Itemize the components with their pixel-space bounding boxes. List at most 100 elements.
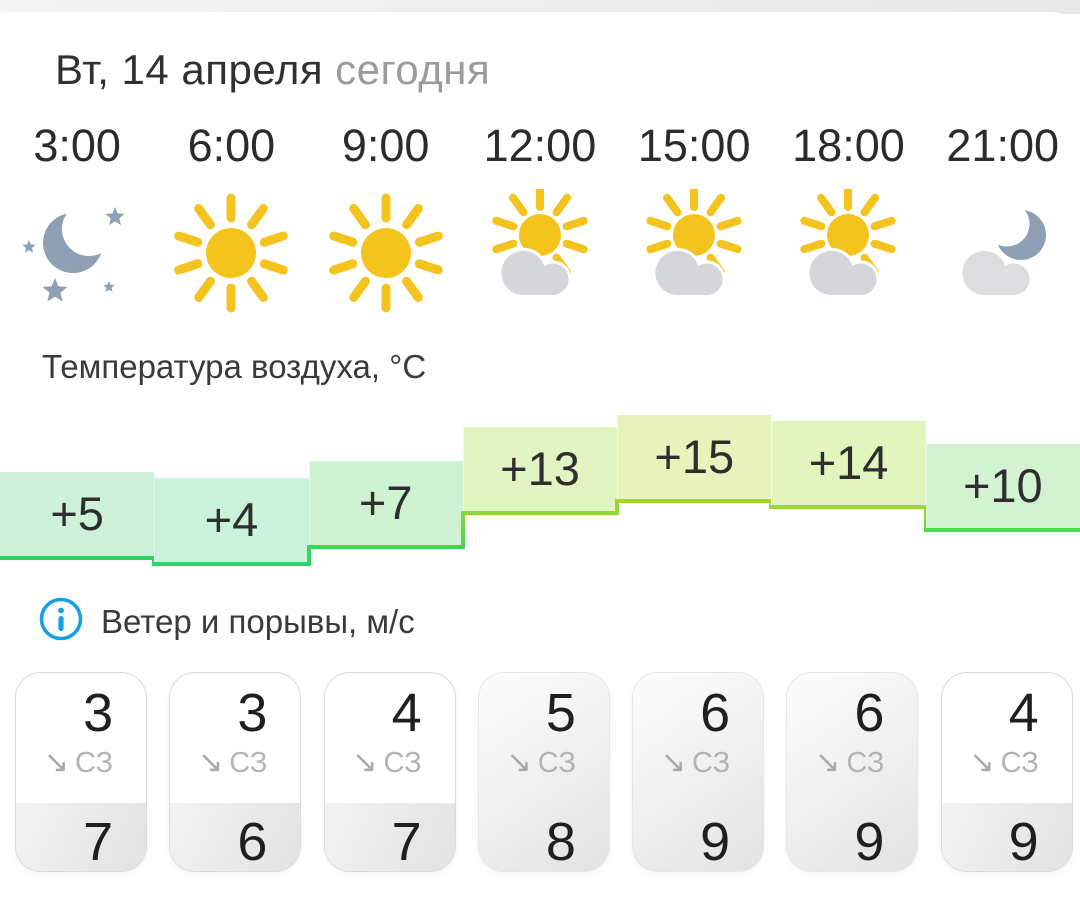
- wind-card: 6 ↘ СЗ 9: [632, 672, 765, 872]
- wind-direction-label: СЗ: [1000, 747, 1039, 779]
- temperature-section-label: Температура воздуха, °C: [42, 348, 427, 385]
- wind-speed-value: 4: [1008, 683, 1039, 743]
- temp-value: +5: [50, 487, 104, 541]
- sun-cloud-icon: [771, 184, 925, 318]
- time-label: 18:00: [792, 120, 905, 171]
- wind-gust-value: 9: [941, 803, 1072, 871]
- time-row: 3:00 6:00 9:00 12:00 15:00 18:00 21:00: [0, 120, 1080, 172]
- sun-icon: [309, 184, 463, 318]
- temp-block: +10: [925, 443, 1080, 532]
- moon-stars-icon: [0, 184, 154, 318]
- time-label: 15:00: [637, 120, 751, 171]
- wind-direction-label: СЗ: [692, 747, 731, 779]
- wind-direction: ↘ СЗ: [479, 745, 576, 780]
- wind-section-header: Ветер и порывы, м/с: [38, 596, 415, 647]
- temp-value: +13: [500, 441, 580, 495]
- time-label: 9:00: [341, 120, 430, 171]
- temp-step-connector: [306, 544, 311, 566]
- wind-direction-arrow-icon: ↘: [506, 745, 532, 780]
- wind-direction-label: СЗ: [846, 747, 885, 779]
- wind-gust-value: 7: [16, 803, 147, 871]
- wind-direction-arrow-icon: ↘: [43, 745, 69, 780]
- wind-gust-value: 6: [170, 803, 301, 871]
- wind-speed-value: 6: [854, 683, 885, 743]
- wind-direction-label: СЗ: [74, 747, 114, 779]
- wind-card-cell: 5 ↘ СЗ 8: [463, 670, 617, 874]
- date-label: Вт, 14 апреля: [55, 46, 324, 93]
- wind-direction-label: СЗ: [229, 747, 268, 779]
- wind-direction-label: СЗ: [537, 747, 576, 779]
- wind-speed-block: 3 ↘ СЗ: [16, 683, 146, 803]
- sun-cloud-icon: [463, 184, 617, 318]
- wind-card-cell: 4 ↘ СЗ 9: [926, 670, 1080, 874]
- time-label: 12:00: [483, 120, 597, 171]
- sun-icon: [154, 184, 308, 318]
- wind-direction: ↘ СЗ: [325, 745, 422, 780]
- temp-block: +14: [771, 420, 926, 509]
- wind-speed-block: 6 ↘ СЗ: [633, 683, 763, 803]
- temp-value: +7: [358, 475, 413, 529]
- temp-value: +15: [654, 430, 735, 483]
- temp-step-connector: [460, 510, 465, 549]
- wind-direction: ↘ СЗ: [787, 745, 884, 780]
- wind-speed-value: 6: [700, 683, 731, 743]
- wind-direction-arrow-icon: ↘: [969, 745, 995, 780]
- wind-card: 4 ↘ СЗ 9: [940, 672, 1073, 872]
- temp-step-connector: [615, 499, 620, 515]
- wind-card: 5 ↘ СЗ 8: [477, 672, 610, 872]
- temp-value: +4: [204, 493, 259, 546]
- wind-gust-value: 9: [700, 812, 731, 872]
- wind-card-cell: 3 ↘ СЗ 7: [0, 670, 154, 874]
- wind-card-cell: 6 ↘ СЗ 9: [617, 670, 771, 874]
- date-header: Вт, 14 апреля сегодня: [55, 46, 490, 94]
- wind-speed-value: 5: [545, 683, 576, 743]
- wind-direction-arrow-icon: ↘: [198, 745, 224, 780]
- wind-speed-block: 5 ↘ СЗ: [479, 683, 609, 803]
- wind-gust-value: 7: [324, 803, 455, 871]
- weather-icons-row: [0, 184, 1080, 318]
- temp-block: +5: [0, 472, 155, 561]
- wind-card: 3 ↘ СЗ 7: [15, 672, 148, 872]
- wind-speed-block: 3 ↘ СЗ: [170, 683, 300, 803]
- temp-block: +15: [617, 415, 772, 503]
- wind-card: 4 ↘ СЗ 7: [323, 672, 456, 872]
- moon-cloud-icon: [926, 184, 1080, 318]
- info-icon[interactable]: [38, 596, 84, 647]
- wind-speed-value: 3: [237, 683, 268, 743]
- temp-block: +4: [154, 478, 309, 566]
- time-label: 3:00: [33, 120, 121, 171]
- temp-value: +10: [962, 458, 1043, 512]
- wind-speed-block: 6 ↘ СЗ: [787, 683, 917, 803]
- wind-gust-value: 8: [545, 812, 576, 872]
- wind-card: 6 ↘ СЗ 9: [786, 672, 919, 872]
- wind-cards-row: 3 ↘ СЗ 7 3 ↘ СЗ 6 4 ↘ СЗ 7 5 ↘ СЗ 8: [0, 670, 1080, 874]
- time-label: 21:00: [946, 120, 1060, 171]
- forecast-panel: Вт, 14 апреля сегодня 3:00 6:00 9:00 12:00 15…: [0, 12, 1080, 897]
- wind-section-label: Ветер и порывы, м/с: [101, 602, 415, 640]
- wind-direction: ↘ СЗ: [170, 745, 267, 780]
- time-label: 6:00: [187, 120, 276, 171]
- wind-speed-block: 4 ↘ СЗ: [325, 683, 455, 803]
- wind-direction: ↘ СЗ: [633, 745, 730, 780]
- wind-speed-block: 4 ↘ СЗ: [942, 683, 1072, 803]
- temp-block: +7: [308, 460, 463, 549]
- wind-card-cell: 4 ↘ СЗ 7: [309, 670, 463, 874]
- temperature-chart: +5 +4 +7 +13 +15 +14 +10: [0, 12, 1080, 612]
- temp-value: +14: [808, 435, 889, 489]
- wind-speed-value: 3: [83, 683, 114, 743]
- wind-card: 3 ↘ СЗ 6: [169, 672, 302, 872]
- wind-gust-value: 9: [854, 812, 885, 872]
- wind-direction-label: СЗ: [383, 747, 422, 779]
- wind-direction-arrow-icon: ↘: [660, 745, 687, 780]
- wind-speed-value: 4: [391, 683, 422, 743]
- wind-direction-arrow-icon: ↘: [352, 745, 378, 780]
- wind-direction: ↘ СЗ: [942, 745, 1039, 780]
- top-background-strip: [0, 0, 1080, 14]
- wind-card-cell: 6 ↘ СЗ 9: [771, 670, 925, 874]
- today-label: сегодня: [335, 46, 491, 93]
- sun-cloud-icon: [617, 184, 771, 318]
- wind-card-cell: 3 ↘ СЗ 6: [154, 670, 308, 874]
- wind-direction: ↘ СЗ: [16, 745, 113, 780]
- wind-direction-arrow-icon: ↘: [815, 745, 841, 780]
